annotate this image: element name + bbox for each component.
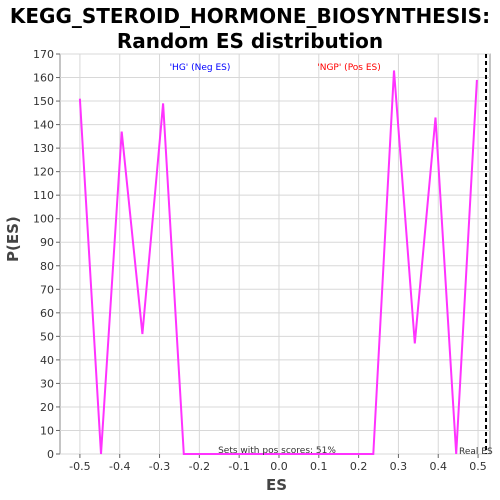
- x-tick-label: -0.3: [149, 460, 170, 473]
- y-tick-label: 130: [33, 142, 54, 155]
- neg-es-label: 'HG' (Neg ES): [170, 63, 231, 73]
- plot-frame: [59, 53, 491, 455]
- y-tick-label: 20: [40, 401, 54, 414]
- y-tick-label: 140: [33, 119, 54, 132]
- y-tick-label: 110: [33, 189, 54, 202]
- chart-title-line2: Random ES distribution: [116, 29, 384, 53]
- x-tick-label: 0.0: [270, 460, 288, 473]
- x-tick-label: -0.1: [228, 460, 249, 473]
- x-tick-label: 0.4: [429, 460, 447, 473]
- y-tick-label: 70: [40, 283, 54, 296]
- x-tick-label: -0.5: [69, 460, 90, 473]
- y-tick-label: 50: [40, 330, 54, 343]
- y-tick-label: 60: [40, 307, 54, 320]
- y-tick-label: 120: [33, 166, 54, 179]
- y-tick-label: 90: [40, 236, 54, 249]
- x-axis-label: ES: [265, 476, 288, 494]
- y-tick-label: 10: [40, 424, 54, 437]
- y-tick-label: 160: [33, 72, 54, 85]
- y-tick-label: 30: [40, 377, 54, 390]
- y-tick-label: 0: [47, 448, 54, 461]
- chart-title: KEGG_STEROID_HORMONE_BIOSYNTHESIS: Rando…: [0, 4, 500, 54]
- y-tick-label: 150: [33, 95, 54, 108]
- y-tick-label: 40: [40, 354, 54, 367]
- y-tick-label: 100: [33, 213, 54, 226]
- y-tick-label: 80: [40, 260, 54, 273]
- x-tick-label: -0.2: [189, 460, 210, 473]
- chart-title-line1: KEGG_STEROID_HORMONE_BIOSYNTHESIS:: [9, 4, 491, 28]
- real-es-label: Real ES: [459, 447, 493, 457]
- y-tick-label: 170: [33, 48, 54, 61]
- x-tick-label: 0.5: [469, 460, 487, 473]
- x-tick-label: 0.1: [310, 460, 328, 473]
- sets-pos-scores-text: Sets with pos scores: 51%: [218, 446, 336, 456]
- x-tick-label: 0.3: [390, 460, 408, 473]
- pos-es-label: 'NGP' (Pos ES): [317, 63, 381, 73]
- x-tick-label: 0.2: [350, 460, 368, 473]
- es-distribution-line: [78, 70, 478, 455]
- x-tick-label: -0.4: [109, 460, 130, 473]
